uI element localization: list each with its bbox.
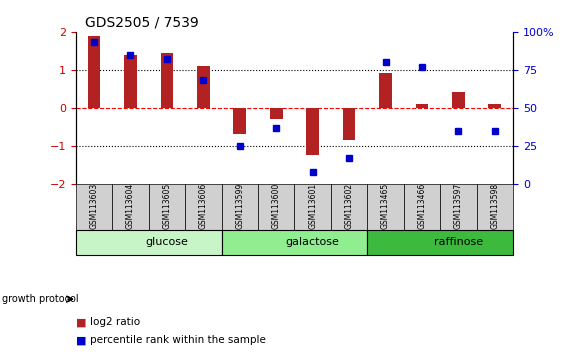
FancyBboxPatch shape: [112, 184, 149, 230]
FancyBboxPatch shape: [222, 184, 258, 230]
FancyBboxPatch shape: [331, 184, 367, 230]
Text: GDS2505 / 7539: GDS2505 / 7539: [85, 15, 198, 29]
Text: GSM113604: GSM113604: [126, 182, 135, 229]
Bar: [489, 104, 501, 108]
Text: GSM113600: GSM113600: [272, 182, 280, 229]
Text: log2 ratio: log2 ratio: [90, 318, 141, 327]
FancyBboxPatch shape: [222, 230, 367, 255]
FancyBboxPatch shape: [76, 184, 112, 230]
Bar: [233, 108, 246, 135]
Text: GSM113601: GSM113601: [308, 182, 317, 229]
Text: raffinose: raffinose: [434, 238, 483, 247]
FancyBboxPatch shape: [185, 184, 222, 230]
Text: GSM113466: GSM113466: [417, 182, 426, 229]
FancyBboxPatch shape: [149, 184, 185, 230]
Text: glucose: glucose: [145, 238, 188, 247]
Bar: [270, 108, 283, 119]
FancyBboxPatch shape: [367, 230, 513, 255]
Bar: [124, 55, 137, 108]
FancyBboxPatch shape: [294, 184, 331, 230]
Text: GSM113602: GSM113602: [345, 182, 353, 229]
Text: GSM113598: GSM113598: [490, 182, 499, 229]
Text: GSM113465: GSM113465: [381, 182, 390, 229]
Text: GSM113606: GSM113606: [199, 182, 208, 229]
Text: ■: ■: [76, 335, 86, 345]
Bar: [160, 53, 173, 108]
Bar: [306, 108, 319, 155]
FancyBboxPatch shape: [367, 184, 403, 230]
Bar: [343, 108, 356, 140]
Bar: [197, 66, 210, 108]
Text: galactose: galactose: [286, 238, 339, 247]
FancyBboxPatch shape: [258, 184, 294, 230]
FancyBboxPatch shape: [476, 184, 513, 230]
Text: GSM113597: GSM113597: [454, 182, 463, 229]
Bar: [452, 92, 465, 108]
FancyBboxPatch shape: [76, 230, 222, 255]
Text: ■: ■: [76, 318, 86, 327]
FancyBboxPatch shape: [403, 184, 440, 230]
Text: GSM113605: GSM113605: [163, 182, 171, 229]
Text: growth protocol: growth protocol: [2, 294, 79, 304]
Text: GSM113599: GSM113599: [236, 182, 244, 229]
FancyBboxPatch shape: [440, 184, 476, 230]
Bar: [379, 73, 392, 108]
Text: GSM113603: GSM113603: [90, 182, 99, 229]
Bar: [416, 104, 429, 108]
Text: percentile rank within the sample: percentile rank within the sample: [90, 335, 266, 345]
Bar: [87, 36, 100, 108]
